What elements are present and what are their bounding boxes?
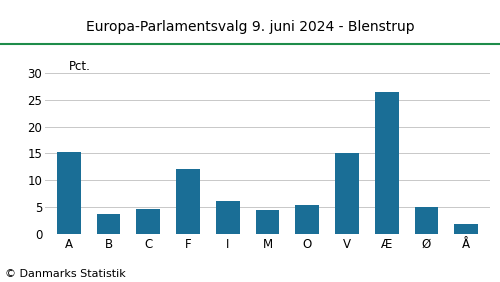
Bar: [57, 152, 81, 234]
Bar: [96, 214, 120, 234]
Bar: [136, 209, 160, 234]
Bar: [256, 210, 280, 234]
Bar: [414, 207, 438, 234]
Text: © Danmarks Statistik: © Danmarks Statistik: [5, 269, 126, 279]
Bar: [335, 153, 359, 234]
Text: Pct.: Pct.: [69, 60, 90, 73]
Bar: [216, 201, 240, 234]
Bar: [296, 205, 319, 234]
Bar: [454, 224, 478, 234]
Bar: [375, 92, 398, 234]
Text: Europa-Parlamentsvalg 9. juni 2024 - Blenstrup: Europa-Parlamentsvalg 9. juni 2024 - Ble…: [86, 20, 414, 34]
Bar: [176, 169, 200, 234]
